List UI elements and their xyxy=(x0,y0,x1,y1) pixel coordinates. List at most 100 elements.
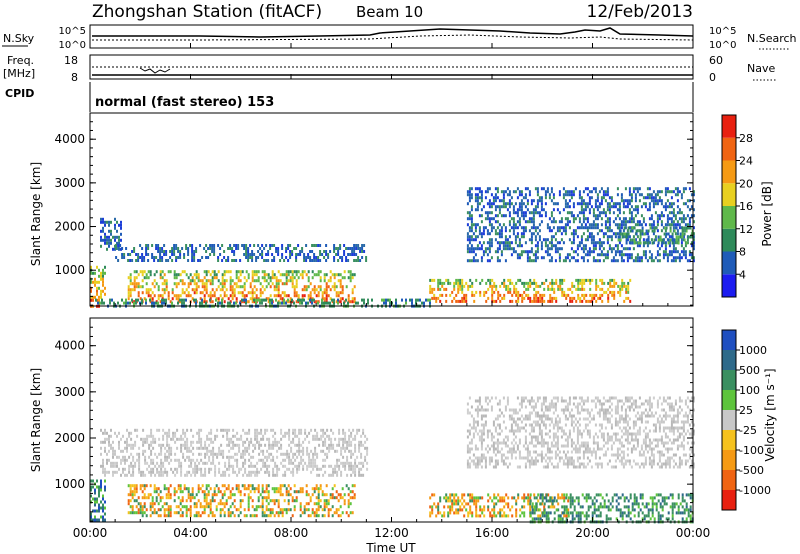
echo-cell xyxy=(329,279,332,283)
echo-cell xyxy=(341,496,344,500)
echo-cell xyxy=(491,508,494,512)
echo-cell xyxy=(341,276,344,280)
echo-cell xyxy=(307,253,310,256)
echo-cell xyxy=(535,496,538,500)
echo-cell xyxy=(494,193,497,197)
echo-cell xyxy=(684,244,687,248)
echo-cell xyxy=(652,199,655,203)
echo-cell xyxy=(447,278,450,282)
echo-cell xyxy=(468,238,471,242)
echo-cell xyxy=(220,473,223,477)
echo-cell xyxy=(188,449,191,453)
echo-cell xyxy=(465,502,468,506)
echo-cell xyxy=(550,229,553,233)
echo-cell xyxy=(341,259,344,262)
echo-cell xyxy=(332,473,335,477)
echo-cell xyxy=(290,458,293,462)
echo-cell xyxy=(249,282,252,286)
echo-cell xyxy=(583,296,586,300)
echo-cell xyxy=(311,250,314,253)
echo-cell xyxy=(141,259,144,262)
echo-cell xyxy=(470,229,473,233)
echo-cell xyxy=(272,455,275,459)
echo-cell xyxy=(205,244,208,247)
echo-cell xyxy=(348,461,351,465)
echo-cell xyxy=(255,259,258,262)
echo-cell xyxy=(602,259,605,263)
echo-cell xyxy=(276,443,279,447)
echo-cell xyxy=(175,285,178,289)
echo-cell xyxy=(255,270,258,274)
echo-cell xyxy=(537,299,540,303)
echo-cell xyxy=(606,208,609,212)
echo-cell xyxy=(210,467,213,471)
echo-cell xyxy=(597,284,600,288)
echo-cell xyxy=(261,253,264,256)
echo-cell xyxy=(261,291,264,295)
echo-cell xyxy=(177,511,180,515)
echo-cell xyxy=(233,499,236,503)
echo-cell xyxy=(183,484,186,488)
echo-cell xyxy=(347,253,350,256)
echo-cell xyxy=(217,244,220,247)
echo-cell xyxy=(608,220,611,224)
echo-cell xyxy=(221,282,224,286)
freq-left-label-1: Freq. xyxy=(7,54,34,67)
echo-cell xyxy=(488,187,491,191)
echo-cell xyxy=(490,241,493,245)
echo-cell xyxy=(118,235,120,239)
echo-cell xyxy=(573,296,576,300)
echo-cell xyxy=(135,298,137,302)
echo-cell xyxy=(259,505,262,509)
echo-cell xyxy=(686,214,689,218)
echo-cell xyxy=(508,241,511,245)
echo-cell xyxy=(363,298,365,302)
echo-cell xyxy=(145,253,148,256)
echo-cell xyxy=(552,235,555,239)
echo-cell xyxy=(235,273,238,277)
echo-cell xyxy=(132,470,135,474)
station-title: Zhongshan Station (fitACF) xyxy=(92,2,322,22)
echo-cell xyxy=(280,431,283,435)
echo-cell xyxy=(151,244,154,247)
echo-cell xyxy=(650,217,653,221)
echo-cell xyxy=(356,428,359,432)
echo-cell xyxy=(232,443,235,447)
echo-cell xyxy=(588,253,591,257)
echo-cell xyxy=(257,298,259,302)
echo-cell xyxy=(177,247,180,250)
echo-cell xyxy=(304,428,307,432)
echo-cell xyxy=(286,452,289,456)
echo-cell xyxy=(504,247,507,251)
echo-cell xyxy=(142,428,145,432)
echo-cell xyxy=(482,253,485,257)
echo-cell xyxy=(211,493,214,497)
echo-cell xyxy=(327,514,330,518)
echo-cell xyxy=(411,298,413,302)
echo-cell xyxy=(254,428,257,432)
echo-cell xyxy=(185,294,188,298)
echo-cell xyxy=(247,496,250,500)
echo-cell xyxy=(145,273,148,277)
echo-cell xyxy=(540,214,543,218)
echo-cell xyxy=(498,208,501,212)
echo-cell xyxy=(248,446,251,450)
echo-cell xyxy=(162,473,165,477)
echo-cell xyxy=(324,452,327,456)
echo-cell xyxy=(601,281,604,285)
echo-cell xyxy=(686,259,689,263)
echo-cell xyxy=(465,296,468,300)
echo-cell xyxy=(576,244,579,248)
echo-cell xyxy=(170,446,173,450)
echo-cell xyxy=(253,508,256,512)
echo-cell xyxy=(589,293,592,297)
echo-cell xyxy=(317,244,320,247)
echo-cell xyxy=(227,297,230,301)
echo-cell xyxy=(478,196,481,200)
echo-cell xyxy=(610,205,613,209)
echo-cell xyxy=(90,298,92,302)
echo-cell xyxy=(223,511,226,515)
echo-cell xyxy=(250,437,253,441)
echo-cell xyxy=(209,511,212,515)
echo-cell xyxy=(247,499,250,503)
